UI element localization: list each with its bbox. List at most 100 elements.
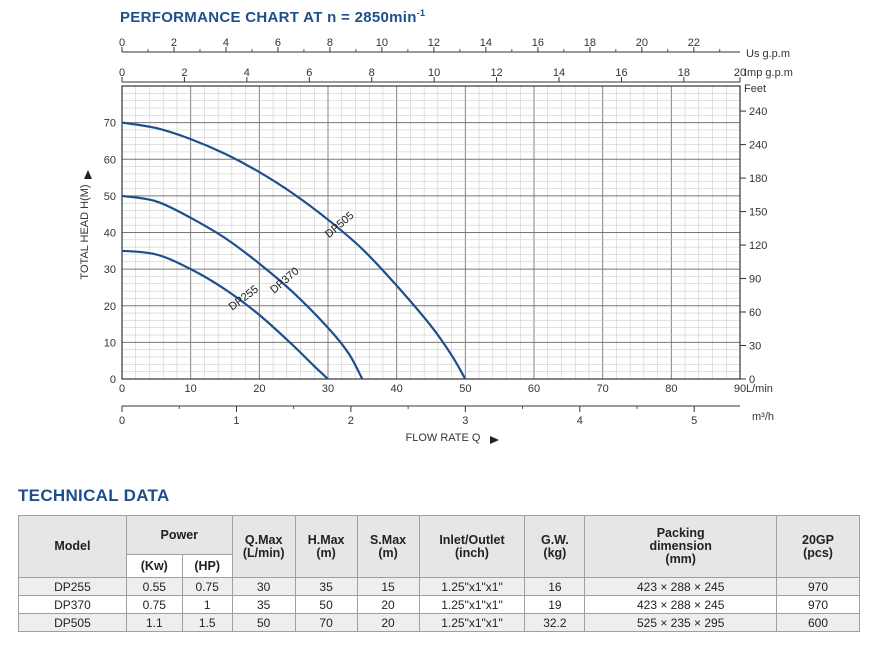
m3h-tick-label: 0 — [119, 415, 125, 427]
m3h-unit-label: m³/h — [752, 411, 774, 423]
feet-tick-label: 150 — [749, 207, 767, 219]
feet-tick-label: 90 — [749, 274, 761, 286]
tech-table: Model Power Q.Max (L/min) H.Max (m) S.Max(… — [18, 515, 860, 632]
cell: 15 — [356, 577, 420, 596]
cell: DP505 — [18, 613, 127, 632]
us-tick-label: 0 — [119, 37, 125, 49]
th-20gp: 20GP (pcs) — [776, 515, 860, 578]
feet-tick-label: 180 — [749, 173, 767, 185]
us-tick-label: 2 — [171, 37, 177, 49]
us-unit-label: Us g.p.m — [746, 48, 790, 60]
cell: 16 — [524, 577, 586, 596]
cell: 70 — [294, 613, 358, 632]
imp-tick-label: 6 — [306, 67, 312, 79]
us-tick-label: 16 — [532, 37, 544, 49]
th-hp: (HP) — [181, 554, 233, 578]
chart-title: PERFORMANCE CHART AT n = 2850min-1 — [120, 8, 426, 26]
table-row: DP255 0.55 0.75 30 35 15 1.25"x1"x1" 16 … — [18, 577, 860, 596]
imp-tick-label: 14 — [553, 67, 565, 79]
cell: 0.75 — [181, 577, 233, 596]
us-tick-label: 14 — [480, 37, 492, 49]
cell: 1.5 — [181, 613, 233, 632]
us-tick-label: 12 — [428, 37, 440, 49]
x-tick-label: 0 — [119, 383, 125, 395]
x-tick-label: 90 — [734, 383, 746, 395]
y-tick-label: 0 — [110, 374, 116, 386]
cell: 1.25"x1"x1" — [418, 595, 526, 614]
imp-tick-label: 0 — [119, 67, 125, 79]
cell: 20 — [356, 613, 420, 632]
cell: DP255 — [18, 577, 127, 596]
m3h-tick-label: 4 — [577, 415, 583, 427]
cell: 35 — [294, 577, 358, 596]
y-tick-label: 70 — [104, 118, 116, 130]
chart-title-sup: -1 — [416, 8, 426, 18]
th-power: Power — [125, 515, 233, 555]
th-gw: G.W. (kg) — [524, 515, 586, 578]
y-tick-label: 40 — [104, 228, 116, 240]
y-axis-label: TOTAL HEAD H(M) — [79, 184, 91, 279]
feet-unit-label: Feet — [744, 83, 766, 95]
series-line-dp255 — [121, 249, 329, 380]
feet-tick-label: 60 — [749, 307, 761, 319]
cell: 423 × 288 × 245 — [584, 595, 778, 614]
imp-tick-label: 20 — [734, 67, 746, 79]
cell: 600 — [776, 613, 860, 632]
cell: DP370 — [18, 595, 127, 614]
th-hmax: H.Max (m) — [294, 515, 358, 578]
feet-tick-label: 240 — [749, 140, 767, 152]
imp-tick-label: 10 — [428, 67, 440, 79]
feet-tick-label: 30 — [749, 341, 761, 353]
y-tick-label: 10 — [104, 337, 116, 349]
x-tick-label: 70 — [597, 383, 609, 395]
cell: 30 — [231, 577, 296, 596]
feet-tick-label: 120 — [749, 240, 767, 252]
cell: 19 — [524, 595, 586, 614]
cell: 35 — [231, 595, 296, 614]
m3h-tick-label: 2 — [348, 415, 354, 427]
table-row: DP505 1.1 1.5 50 70 20 1.25"x1"x1" 32.2 … — [18, 613, 860, 632]
cell: 0.75 — [125, 595, 183, 614]
tech-title: TECHNICAL DATA — [18, 486, 170, 505]
cell: 50 — [231, 613, 296, 632]
x-tick-label: 20 — [253, 383, 265, 395]
y-tick-label: 50 — [104, 191, 116, 203]
performance-chart: 0 10 20 30 40 50 60 70 80 90 L/min010203040506070T… — [79, 37, 793, 444]
y-axis-arrow-icon — [84, 170, 92, 179]
imp-tick-label: 16 — [615, 67, 627, 79]
x-tick-label: 60 — [528, 383, 540, 395]
th-packing: Packing dimension (mm) — [584, 515, 778, 578]
th-model: Model — [18, 515, 127, 578]
cell: 1 — [181, 595, 233, 614]
us-tick-label: 8 — [327, 37, 333, 49]
x-tick-label: 40 — [391, 383, 403, 395]
cell: 1.25"x1"x1" — [418, 577, 526, 596]
y-tick-label: 30 — [104, 264, 116, 276]
cell: 50 — [294, 595, 358, 614]
feet-tick-label: 240 — [749, 106, 767, 118]
cell: 0.55 — [125, 577, 183, 596]
cell: 32.2 — [524, 613, 586, 632]
x-axis-arrow-icon — [490, 436, 499, 444]
imp-tick-label: 8 — [369, 67, 375, 79]
imp-tick-label: 18 — [678, 67, 690, 79]
table-row: DP370 0.75 1 35 50 20 1.25"x1"x1" 19 423… — [18, 595, 860, 614]
x-unit-label: L/min — [746, 383, 773, 395]
m3h-tick-label: 3 — [462, 415, 468, 427]
x-tick-label: 80 — [665, 383, 677, 395]
m3h-tick-label: 1 — [233, 415, 239, 427]
imp-tick-label: 4 — [244, 67, 250, 79]
th-inlet: Inlet/Outlet (inch) — [418, 515, 526, 578]
imp-unit-label: Imp g.p.m — [744, 67, 793, 79]
th-qmax: Q.Max (L/min) — [231, 515, 296, 578]
cell: 970 — [776, 595, 860, 614]
x-axis-label: FLOW RATE Q — [406, 432, 481, 444]
series-line-dp370 — [121, 194, 364, 380]
cell: 20 — [356, 595, 420, 614]
y-tick-label: 20 — [104, 301, 116, 313]
feet-tick-label: 0 — [749, 374, 755, 386]
us-tick-label: 18 — [584, 37, 596, 49]
x-tick-label: 50 — [459, 383, 471, 395]
us-tick-label: 6 — [275, 37, 281, 49]
cell: 525 × 235 × 295 — [584, 613, 778, 632]
